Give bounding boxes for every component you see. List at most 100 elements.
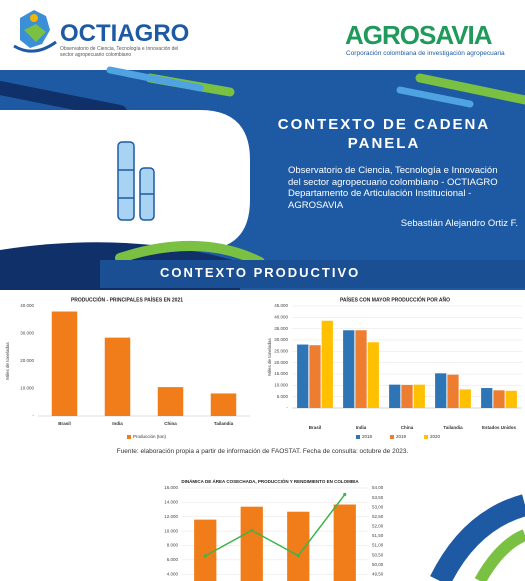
y-tick-label: 15.000 <box>274 371 288 376</box>
line-point <box>203 554 207 558</box>
bar <box>401 384 413 408</box>
source-note: Fuente: elaboración propia a partir de i… <box>116 448 409 455</box>
y-axis-label: Miles de toneladas <box>267 337 272 375</box>
banner-title: CONTEXTO DE CADENA PANELA <box>277 116 491 152</box>
right-tagline: Corporación colombiana de investigación … <box>346 50 505 57</box>
decor-stripe <box>415 73 525 105</box>
y2-tick-label: 50,00 <box>372 562 384 567</box>
bar <box>481 388 493 408</box>
y-tick-label: 5.000 <box>277 394 289 399</box>
logo-dot <box>30 14 38 22</box>
sugarcane-icon <box>117 141 155 221</box>
line-point <box>250 528 254 532</box>
logo-swoosh <box>13 40 57 53</box>
y2-tick-label: 51,50 <box>372 533 384 538</box>
bar <box>343 330 355 408</box>
decor-arc <box>430 494 525 581</box>
y2-tick-label: 54,00 <box>372 485 384 490</box>
bar <box>459 389 471 408</box>
y-axis-label: Miles de toneladas <box>5 341 10 379</box>
legend-label: 2020 <box>430 434 441 439</box>
decor-stripe <box>396 86 474 108</box>
x-tick-label: Brasil <box>309 425 322 430</box>
y-tick-label: 4.000 <box>167 571 179 576</box>
y2-tick-label: 52,00 <box>372 524 384 529</box>
x-tick-label: China <box>164 421 177 426</box>
legend-swatch <box>127 435 131 439</box>
legend-swatch <box>424 435 428 439</box>
logo-map-detail <box>24 24 46 42</box>
bar <box>505 390 517 408</box>
legend-swatch <box>356 435 360 439</box>
x-tick-label: Brasil <box>58 421 71 426</box>
left-tagline: Observatorio de Ciencia, Tecnología e In… <box>60 46 179 58</box>
bar <box>287 511 310 581</box>
bar <box>447 374 459 408</box>
section-band <box>100 260 525 288</box>
chart-title: PRODUCCIÓN - PRINCIPALES PAÍSES EN 2021 <box>71 295 183 303</box>
y-tick-label: 12.000 <box>164 514 178 519</box>
bar <box>435 373 447 408</box>
banner-description: Observatorio de Ciencia, Tecnología e In… <box>288 165 498 211</box>
y-tick-label: 16.000 <box>164 485 178 490</box>
bar <box>157 387 184 416</box>
bar <box>389 384 401 408</box>
bar <box>309 345 321 408</box>
x-tick-label: India <box>356 425 367 430</box>
chart-title: PAÍSES CON MAYOR PRODUCCIÓN POR AÑO <box>340 295 450 303</box>
legend-label: 2018 <box>362 434 373 439</box>
y2-tick-label: 50,50 <box>372 552 384 557</box>
y-tick-label: 20.000 <box>274 360 288 365</box>
y-tick-label: 30.000 <box>274 337 288 342</box>
line-point <box>343 492 347 497</box>
y-tick-label: 14.000 <box>164 500 178 505</box>
banner-author: Sebastián Alejandro Ortiz F. <box>400 218 518 229</box>
y-tick-label: 10.000 <box>164 528 178 533</box>
y2-tick-label: 53,00 <box>372 504 384 509</box>
x-tick-label: India <box>112 421 123 426</box>
y-tick-label: 10.000 <box>20 386 34 391</box>
bar <box>367 342 379 408</box>
legend-swatch <box>390 435 394 439</box>
bar <box>355 330 367 408</box>
y2-tick-label: 52,50 <box>372 514 384 519</box>
y-tick-label: - <box>287 405 289 410</box>
y-tick-label: 40.000 <box>274 315 288 320</box>
y-tick-label: 6.000 <box>167 557 179 562</box>
legend-label: Producción (ton) <box>133 434 167 439</box>
left-logo: OCTIAGRO <box>60 20 190 47</box>
right-logo: AGROSAVIA <box>345 20 493 50</box>
line-point <box>296 554 300 558</box>
x-tick-label: China <box>401 425 414 430</box>
y-tick-label: 40.000 <box>20 303 34 308</box>
bar <box>333 504 356 581</box>
line <box>204 494 346 557</box>
y-tick-label: - <box>33 413 35 418</box>
bar <box>321 320 333 408</box>
y-tick-label: 35.000 <box>274 326 288 331</box>
y-tick-label: 25.000 <box>274 349 288 354</box>
decor-stripe <box>0 81 127 119</box>
bar <box>104 337 131 416</box>
section-title: CONTEXTO PRODUCTIVO <box>160 265 361 280</box>
y2-tick-label: 53,50 <box>372 495 384 500</box>
chart-title: DINÁMICA DE ÁREA COSECHADA, PRODUCCIÓN Y… <box>181 477 359 484</box>
bar <box>210 393 237 416</box>
decor-stripe <box>106 66 204 92</box>
decor-arc <box>474 529 525 581</box>
x-tick-label: Tailandia <box>443 425 463 430</box>
y-tick-label: 10.000 <box>274 383 288 388</box>
bar <box>297 344 309 408</box>
cane <box>117 141 135 221</box>
y-tick-label: 20.000 <box>20 358 34 363</box>
legend-label: 2019 <box>396 434 407 439</box>
bar <box>493 390 505 408</box>
bar <box>51 311 78 416</box>
bar <box>240 506 263 581</box>
y2-tick-label: 51,00 <box>372 543 384 548</box>
y-tick-label: 45.000 <box>274 303 288 308</box>
decor-arc <box>115 240 265 267</box>
